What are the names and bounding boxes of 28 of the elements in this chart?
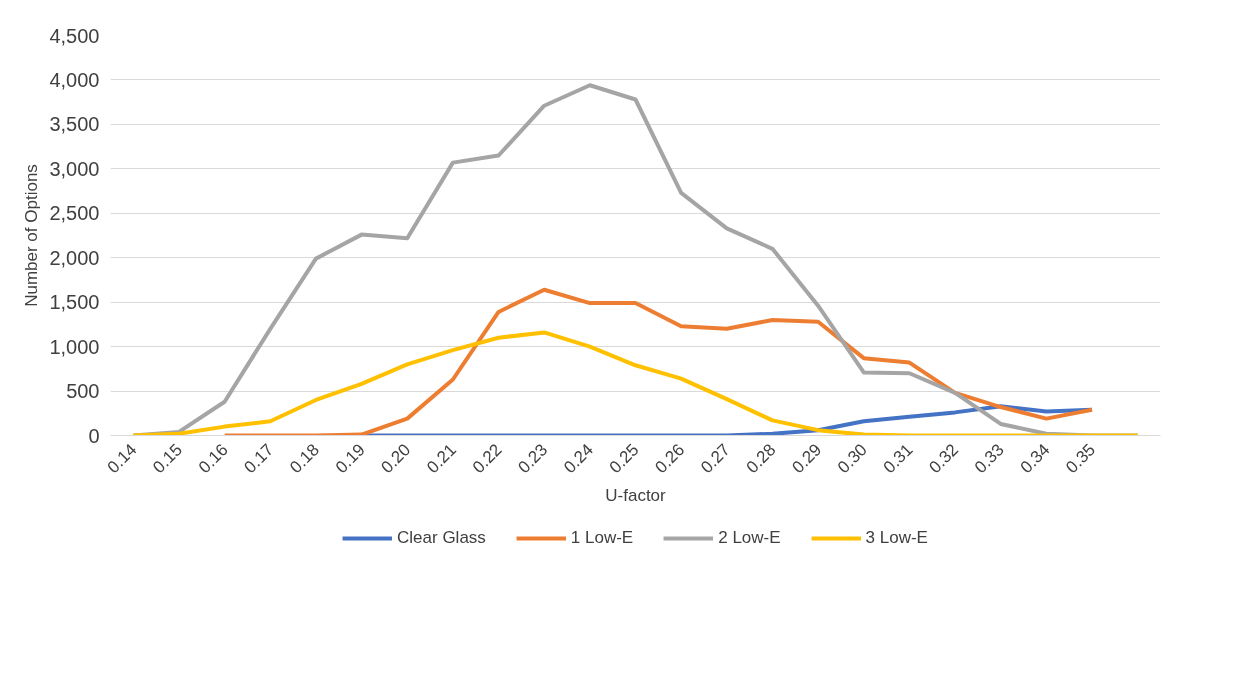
y-tick-label: 500	[66, 380, 100, 403]
line-series	[131, 330, 1140, 436]
x-tick-label: 0.26	[651, 440, 689, 477]
y-tick-label: 4,500	[49, 24, 100, 47]
x-tick-label: 0.32	[925, 440, 963, 477]
x-tick-label: 0.21	[423, 440, 460, 477]
x-tick-label: 0.34	[1016, 440, 1054, 477]
legend-label: 3 Low-E	[865, 528, 928, 548]
legend-label: 2 Low-E	[718, 528, 781, 548]
x-tick-label: 0.31	[879, 440, 917, 477]
line-series	[222, 287, 1095, 436]
x-tick-label: 0.23	[514, 440, 552, 477]
legend-label: 1 Low-E	[570, 528, 634, 548]
x-axis-title: U-factor	[605, 486, 667, 506]
y-tick-label: 3,000	[49, 157, 100, 180]
x-tick-label: 0.29	[788, 440, 826, 477]
y-tick-label: 1,000	[49, 335, 100, 358]
y-tick-label: 2,500	[49, 202, 100, 225]
y-tick-label: 1,500	[49, 291, 100, 314]
y-tick-label: 2,000	[49, 246, 100, 269]
x-tick-label: 0.14	[103, 440, 141, 477]
y-tick-label: 4,000	[49, 68, 100, 91]
legend-label: Clear Glass	[397, 528, 486, 548]
y-tick-label: 3,500	[49, 113, 100, 136]
x-tick-label: 0.28	[742, 440, 780, 477]
x-tick-label: 0.20	[377, 440, 415, 477]
y-axis-title: Number of Options	[22, 164, 42, 307]
y-tick-label: 0	[88, 424, 100, 447]
